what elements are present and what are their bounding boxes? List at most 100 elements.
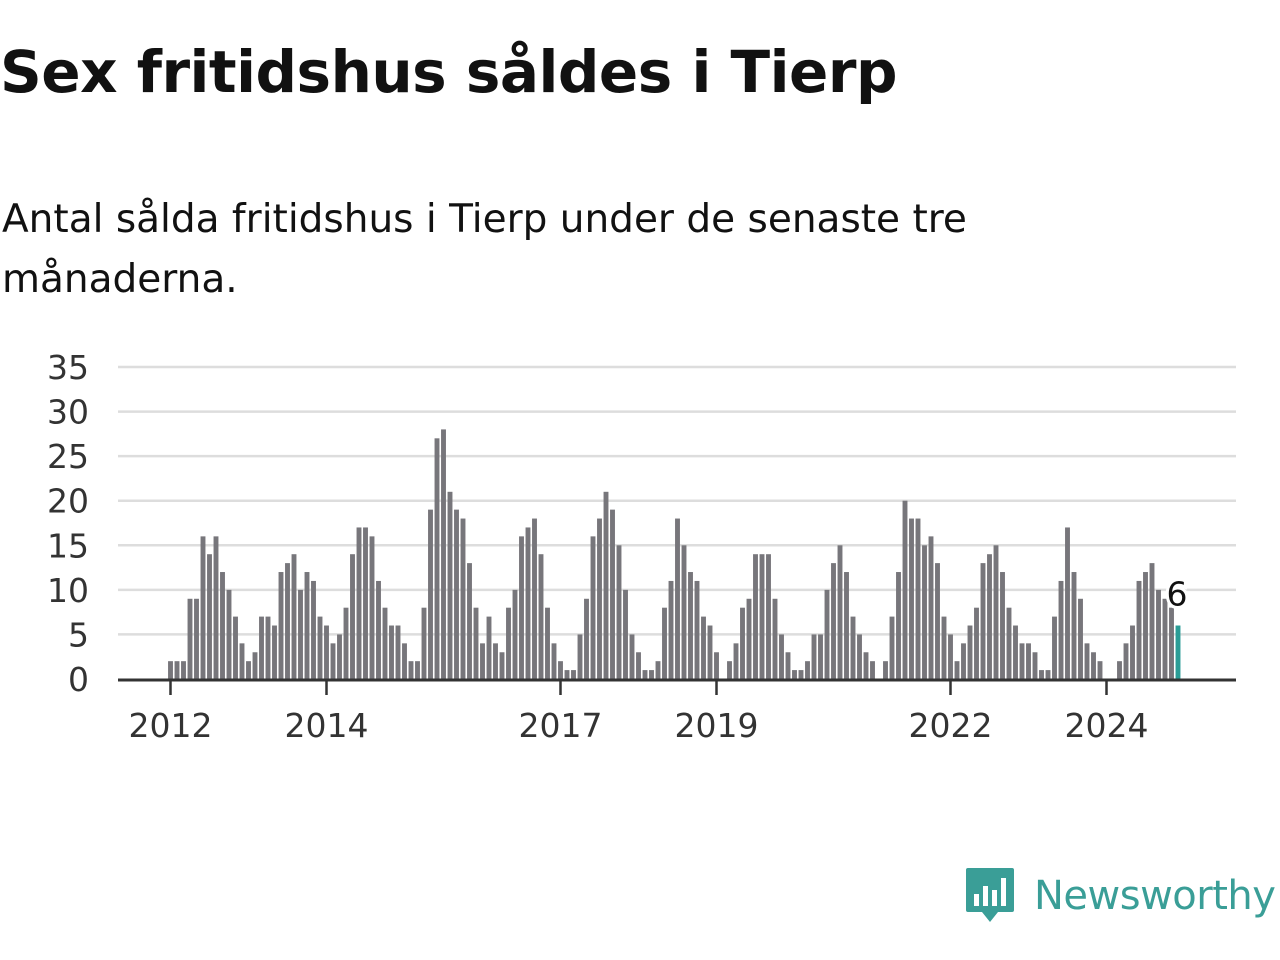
chart-title: Sex fritidshus såldes i Tierp (0, 38, 897, 106)
bar (746, 598, 752, 679)
bar (785, 652, 791, 679)
bar (1045, 670, 1051, 679)
bar (369, 536, 375, 679)
bar (902, 500, 908, 679)
bar (538, 554, 544, 679)
bar (252, 652, 258, 679)
bar (766, 554, 771, 679)
bar (181, 661, 186, 679)
bar (1032, 652, 1038, 679)
bar (226, 589, 232, 679)
bar (1130, 625, 1135, 679)
bar (948, 634, 953, 679)
bar (811, 634, 817, 679)
bar (421, 607, 427, 679)
bar (1013, 625, 1018, 679)
bar (356, 527, 362, 679)
bar (506, 607, 511, 679)
bar (727, 661, 732, 679)
bar (1065, 527, 1070, 679)
bar (187, 598, 193, 679)
bar (603, 491, 609, 679)
bar (265, 616, 271, 679)
bar (772, 598, 778, 679)
bar (382, 607, 388, 679)
bar (441, 429, 446, 679)
bar (512, 589, 518, 679)
bar (805, 661, 810, 679)
bar (1143, 572, 1148, 679)
bar (545, 607, 550, 679)
bar (330, 643, 336, 679)
bar (480, 643, 485, 679)
brand-name: Newsworthy (1034, 873, 1276, 919)
bar (681, 545, 687, 679)
annotation: 6 (1164, 572, 1191, 617)
bar (837, 545, 843, 679)
bar (649, 670, 654, 679)
bar (395, 625, 401, 679)
bar (447, 491, 453, 679)
chart-subtitle: Antal sålda fritidshus i Tierp under de … (2, 197, 967, 302)
bar (922, 545, 927, 679)
bar (499, 652, 505, 679)
bars (168, 429, 1181, 679)
y-tick-label: 25 (47, 437, 89, 476)
bar (987, 554, 992, 679)
bar (291, 554, 297, 679)
bar (473, 607, 479, 679)
bar (200, 536, 206, 679)
bar (675, 518, 680, 679)
bar (1000, 572, 1005, 679)
x-tick-label: 2024 (1065, 706, 1149, 745)
bar (1149, 563, 1155, 679)
bar (629, 634, 635, 679)
bar (525, 527, 531, 679)
bar (434, 438, 440, 679)
bar (558, 661, 563, 679)
newsworthy-logo-icon (966, 868, 1014, 922)
bar (304, 572, 310, 679)
bar (376, 580, 381, 679)
bar (168, 661, 173, 679)
y-axis-labels: 0 5 10 15 20 25 30 35 (47, 348, 89, 699)
bar (623, 589, 628, 679)
bar (1169, 607, 1174, 679)
bar (285, 563, 290, 679)
bar (1091, 652, 1096, 679)
bar (597, 518, 602, 679)
bar (863, 652, 869, 679)
bar (493, 643, 498, 679)
bar (337, 634, 342, 679)
bar (701, 616, 706, 679)
bar (363, 527, 368, 679)
bar (857, 634, 862, 679)
bar (753, 554, 758, 679)
bar (1039, 670, 1044, 679)
bar (850, 616, 856, 679)
bar (928, 536, 934, 679)
bar (655, 661, 661, 679)
y-tick-label: 20 (47, 482, 89, 521)
bar (259, 616, 264, 679)
x-axis-ticks: 2012 2014 2017 2019 2022 2024 (129, 679, 1149, 745)
bar (1071, 572, 1077, 679)
bar (870, 661, 875, 679)
bar (1162, 598, 1168, 679)
bar (213, 536, 219, 679)
bar (707, 625, 713, 679)
bar (408, 661, 414, 679)
latest-value-label: 6 (1167, 575, 1188, 614)
bar (278, 572, 284, 679)
bar (343, 607, 349, 679)
bar (1078, 598, 1083, 679)
bar (668, 580, 674, 679)
bar (883, 661, 888, 679)
y-tick-label: 35 (47, 348, 89, 387)
bar (532, 518, 537, 679)
bar (714, 652, 719, 679)
bar (779, 634, 784, 679)
bar (792, 670, 797, 679)
bar (402, 643, 407, 679)
